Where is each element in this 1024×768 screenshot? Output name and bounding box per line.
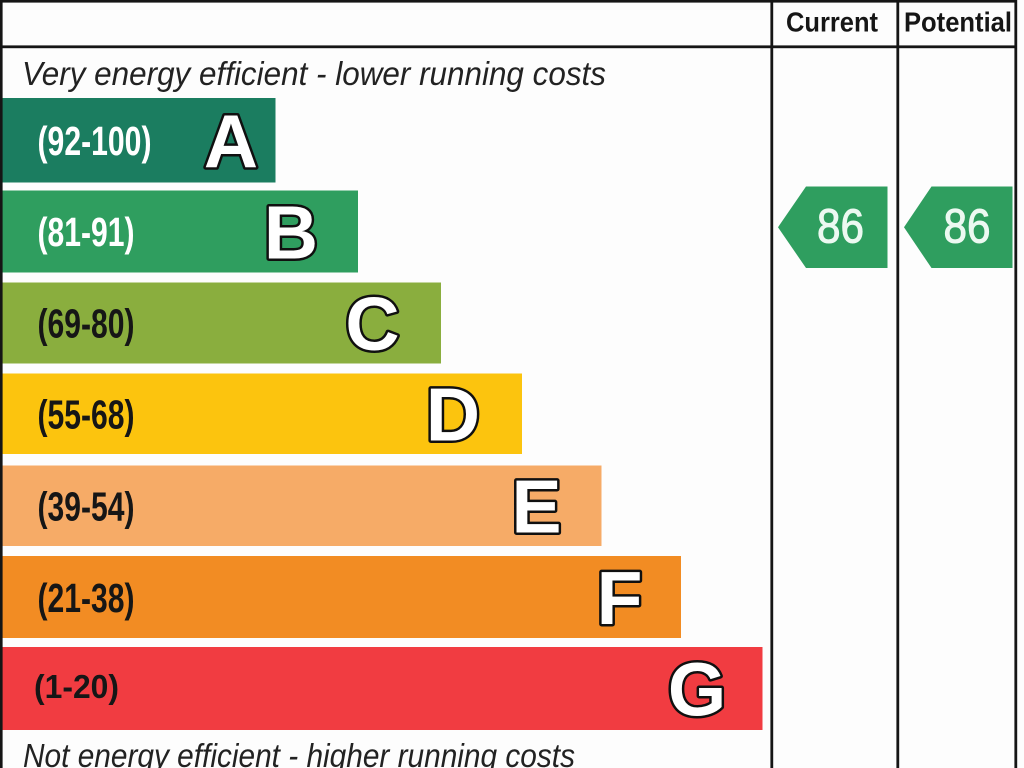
svg-text:(81-91): (81-91) xyxy=(38,209,135,255)
svg-text:Potential: Potential xyxy=(904,7,1012,38)
svg-text:(92-100): (92-100) xyxy=(38,118,152,164)
svg-text:C: C xyxy=(345,282,399,366)
svg-text:(55-68): (55-68) xyxy=(38,392,135,438)
svg-text:(39-54): (39-54) xyxy=(38,484,135,530)
svg-text:E: E xyxy=(511,465,561,549)
svg-text:D: D xyxy=(426,373,480,457)
svg-text:A: A xyxy=(204,99,258,183)
svg-text:(69-80): (69-80) xyxy=(38,301,135,347)
svg-text:G: G xyxy=(668,648,726,732)
svg-text:Current: Current xyxy=(786,7,878,38)
svg-text:Very energy efficient - lower: Very energy efficient - lower running co… xyxy=(22,55,606,92)
svg-text:(1-20): (1-20) xyxy=(34,668,119,705)
svg-text:B: B xyxy=(264,191,318,275)
svg-text:86: 86 xyxy=(817,201,864,254)
svg-text:(21-38): (21-38) xyxy=(38,575,135,621)
svg-text:F: F xyxy=(597,556,643,640)
svg-text:86: 86 xyxy=(944,201,991,254)
svg-text:Not energy efficient - higher: Not energy efficient - higher running co… xyxy=(23,737,575,768)
